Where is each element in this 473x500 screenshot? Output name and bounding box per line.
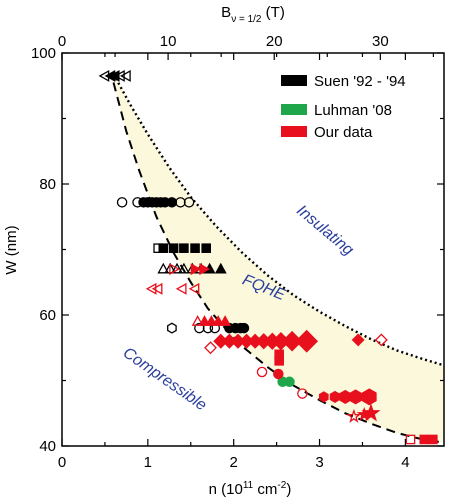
our-data-point <box>361 388 377 406</box>
suen-point <box>183 197 195 208</box>
fqhe-region-fill <box>113 74 444 443</box>
our-data-point <box>219 315 232 326</box>
x-tick-label: 2 <box>230 454 238 471</box>
suen-point <box>201 243 212 253</box>
our-data-point <box>212 315 225 326</box>
y-tick-label: 40 <box>39 438 56 455</box>
x-tick-label: 4 <box>401 454 409 471</box>
our-data-point <box>405 434 416 445</box>
suen-point <box>167 322 177 334</box>
suen-point <box>190 243 200 253</box>
y-tick-label: 80 <box>39 176 56 193</box>
legend-label-suen: Suen '92 - '94 <box>314 73 406 90</box>
legend-label-luhman: Luhman '08 <box>314 102 392 119</box>
annotation-insulating: Insulating <box>293 202 356 259</box>
y-tick-label: 100 <box>31 45 56 62</box>
our-data-point <box>295 329 319 353</box>
our-data-point <box>428 434 438 445</box>
legend-swatch-our-data <box>281 126 307 137</box>
suen-point <box>166 197 178 208</box>
top-tick-label: 30 <box>372 33 389 50</box>
our-data-point <box>175 282 187 295</box>
x-tick-label: 1 <box>144 454 152 471</box>
our-data-point <box>204 341 217 355</box>
our-data-point <box>351 333 365 347</box>
our-data-point <box>349 389 363 405</box>
y-tick-label: 60 <box>39 307 56 324</box>
our-data-point <box>151 282 163 295</box>
suen-point <box>119 70 131 82</box>
suen-point <box>158 243 169 253</box>
annotation-compressible: Compressible <box>120 344 210 414</box>
top-tick-label: 0 <box>58 33 66 50</box>
our-data-point <box>188 282 200 295</box>
suen-point <box>113 70 125 82</box>
our-data-point <box>346 408 362 423</box>
luhman-point <box>284 376 295 388</box>
our-data-point <box>198 315 211 326</box>
our-data-point <box>205 315 218 326</box>
suen-point <box>177 262 190 274</box>
our-data-point <box>419 434 430 445</box>
upper-boundary-line <box>112 73 444 367</box>
our-data-point <box>318 391 329 403</box>
our-data-point <box>329 390 341 403</box>
suen-point <box>171 262 184 274</box>
suen-point <box>214 262 227 274</box>
top-tick-label: 10 <box>160 33 177 50</box>
our-data-point <box>169 263 181 276</box>
suen-point <box>98 69 110 82</box>
suen-point <box>168 243 179 253</box>
legend-swatch-suen <box>281 75 307 86</box>
our-data-point <box>281 330 303 352</box>
legend-label-our-data: Our data <box>314 124 373 141</box>
data-points <box>98 69 438 445</box>
legend: Suen '92 - '94 Luhman '08 Our data <box>281 73 406 141</box>
suen-point <box>157 262 170 274</box>
our-data-point <box>274 356 284 366</box>
our-data-point <box>256 366 268 378</box>
suen-point <box>238 322 250 334</box>
legend-swatch-luhman <box>281 104 307 115</box>
top-tick-label: 20 <box>266 33 283 50</box>
y-axis-label: W (nm) <box>3 225 20 274</box>
our-data-point <box>374 333 388 347</box>
our-data-point <box>190 263 202 276</box>
our-data-point <box>191 315 204 326</box>
our-data-point <box>145 282 157 295</box>
our-data-point <box>297 388 308 399</box>
x-tick-label: 3 <box>315 454 323 471</box>
top-axis-label: Bν = 1/2 (T) <box>221 4 285 25</box>
x-axis-label: n (1011 cm-2) <box>209 480 292 498</box>
our-data-point <box>199 263 211 276</box>
our-data-point <box>273 368 284 380</box>
our-data-point <box>361 403 381 422</box>
x-tick-label: 0 <box>58 454 66 471</box>
suen-point <box>116 197 128 208</box>
suen-point <box>179 243 189 253</box>
